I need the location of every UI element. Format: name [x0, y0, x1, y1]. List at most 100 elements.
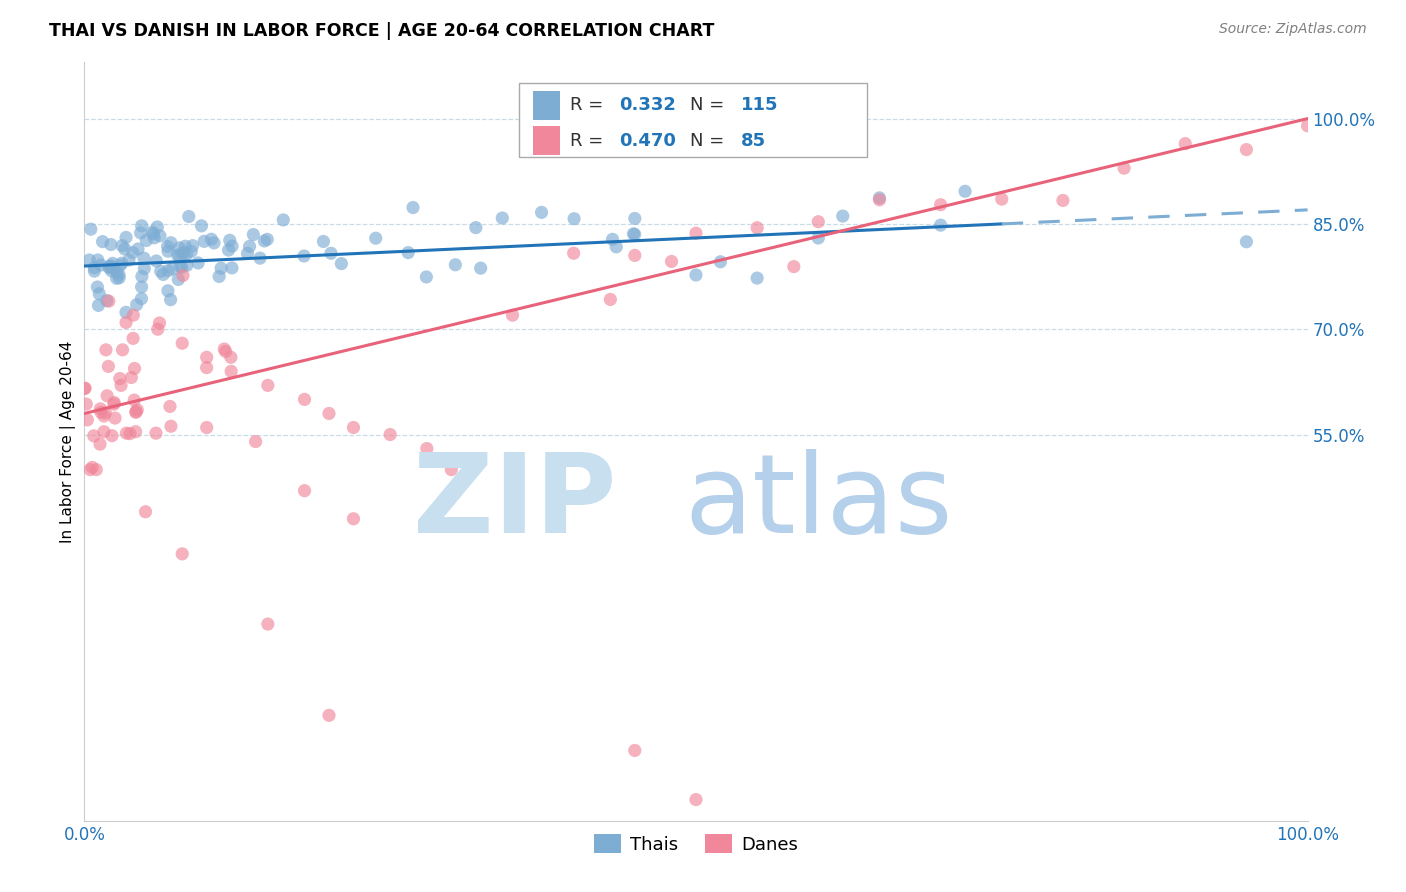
Point — [145, 426, 167, 441]
Point — [89, 286, 111, 301]
Point — [180, 244, 202, 259]
Point — [312, 235, 335, 249]
Point — [253, 234, 276, 248]
Point — [929, 198, 952, 212]
Point — [172, 268, 194, 283]
Point — [176, 247, 198, 261]
Point — [131, 269, 153, 284]
Point — [122, 393, 145, 408]
Point — [159, 293, 181, 307]
Point — [91, 235, 114, 249]
Point — [101, 256, 124, 270]
Point — [256, 232, 278, 246]
Point — [90, 258, 112, 272]
Point — [991, 192, 1014, 206]
Point — [440, 462, 463, 476]
Point — [187, 256, 209, 270]
Point — [132, 251, 155, 265]
Text: 0.470: 0.470 — [619, 132, 676, 150]
Point — [157, 244, 180, 259]
Point — [83, 264, 105, 278]
Point — [94, 343, 117, 357]
Point — [364, 231, 387, 245]
Point — [242, 227, 264, 242]
Point — [115, 316, 138, 330]
Point — [236, 246, 259, 260]
Point — [111, 256, 134, 270]
Point — [108, 371, 131, 385]
Point — [257, 378, 280, 392]
Point — [160, 419, 183, 434]
Point — [502, 476, 524, 491]
Point — [75, 397, 97, 411]
Point — [73, 381, 96, 395]
Point — [202, 235, 225, 250]
Point — [294, 392, 316, 407]
Point — [110, 378, 132, 392]
Point — [624, 248, 647, 262]
Point — [124, 361, 146, 376]
Point — [115, 426, 138, 441]
Point — [747, 220, 769, 235]
Point — [599, 293, 621, 307]
Point — [89, 437, 111, 451]
Point — [661, 254, 683, 268]
Point — [605, 240, 627, 254]
Point — [96, 389, 118, 403]
Point — [172, 246, 194, 260]
Point — [831, 209, 853, 223]
Point — [131, 219, 153, 233]
Point — [103, 395, 125, 409]
Point — [83, 260, 105, 275]
Point — [294, 483, 316, 498]
Point — [212, 342, 235, 356]
Legend: Thais, Danes: Thais, Danes — [586, 827, 806, 861]
Text: R =: R = — [569, 96, 609, 114]
Point — [129, 226, 152, 240]
Point — [1174, 136, 1197, 151]
Point — [96, 293, 118, 308]
Point — [127, 402, 149, 417]
Point — [169, 249, 191, 263]
Point — [76, 413, 98, 427]
Text: Source: ZipAtlas.com: Source: ZipAtlas.com — [1219, 22, 1367, 37]
Point — [100, 237, 122, 252]
Point — [143, 231, 166, 245]
Point — [623, 227, 645, 241]
Point — [87, 298, 110, 312]
Text: 115: 115 — [741, 96, 779, 114]
Point — [624, 211, 647, 226]
Point — [97, 294, 120, 309]
Point — [170, 260, 193, 275]
Text: 85: 85 — [741, 132, 766, 150]
Point — [89, 401, 111, 416]
Point — [177, 210, 200, 224]
Point — [623, 227, 645, 242]
Point — [79, 252, 101, 267]
Point — [318, 708, 340, 723]
Point — [86, 280, 108, 294]
Point — [172, 336, 194, 351]
Point — [245, 434, 267, 449]
Point — [82, 460, 104, 475]
Bar — [533, 127, 560, 155]
Point — [83, 429, 105, 443]
Point — [156, 239, 179, 253]
Point — [342, 512, 364, 526]
Point — [195, 360, 218, 375]
Point — [174, 239, 197, 253]
Point — [869, 193, 891, 207]
Point — [146, 219, 169, 234]
Point — [120, 370, 142, 384]
Point — [108, 259, 131, 273]
Point — [176, 258, 198, 272]
Point — [131, 292, 153, 306]
Point — [173, 245, 195, 260]
Text: 0.332: 0.332 — [619, 96, 676, 114]
Point — [115, 305, 138, 319]
Point — [118, 252, 141, 267]
Point — [134, 261, 156, 276]
Point — [100, 264, 122, 278]
Point — [807, 215, 830, 229]
Point — [98, 260, 121, 275]
